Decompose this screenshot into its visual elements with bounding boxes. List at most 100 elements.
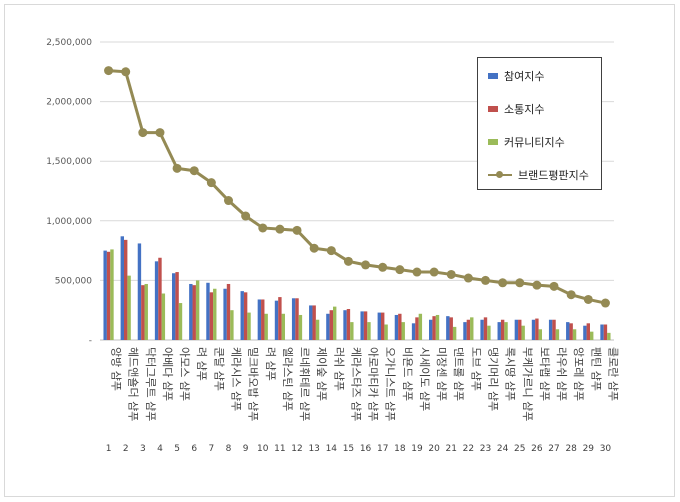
x-category-label: 엘라스틴 샴푸 (281, 347, 294, 411)
x-rank-label: 26 (531, 444, 543, 454)
participation-bar (154, 261, 159, 340)
brand-line-point (241, 211, 251, 221)
y-tick-label: 500,000 (55, 276, 92, 286)
community-bar (572, 329, 577, 340)
participation-bar (343, 310, 347, 340)
brand-line-point (515, 278, 525, 288)
x-category-label: 보타랩 샴푸 (538, 347, 551, 401)
communication-bar (483, 317, 488, 340)
community-bar (333, 306, 337, 340)
x-rank-label: 1 (106, 444, 112, 454)
community-bar (110, 249, 114, 340)
x-category-label: 록시땅 샴푸 (504, 347, 517, 401)
communication-bar (432, 316, 436, 340)
x-rank-label: 19 (411, 444, 423, 454)
y-tick-label: 2,500,000 (46, 38, 92, 48)
x-category-label: 헤드앤숄더 샴푸 (127, 347, 140, 421)
community-bar (470, 317, 474, 340)
x-category-label: 시세이도 샴푸 (418, 347, 431, 411)
x-category-label: 아모스 샴푸 (178, 347, 191, 401)
communication-bar (346, 309, 351, 340)
x-rank-label: 23 (480, 444, 491, 454)
participation-bar (411, 323, 416, 340)
communication-bar (158, 257, 162, 340)
x-rank-label: 21 (446, 444, 457, 454)
community-bar (452, 326, 457, 340)
brand-line-point (583, 294, 593, 304)
brand-line-point (275, 224, 285, 234)
participation-bar (463, 322, 467, 340)
brand-line-point (206, 178, 216, 188)
x-category-label: 케라시스 샴푸 (230, 347, 243, 411)
brand-line-point (361, 260, 371, 270)
community-bar (435, 314, 440, 340)
communication-bar (586, 323, 590, 340)
communication-bar (261, 299, 265, 340)
participation-bar (223, 288, 227, 340)
communication-bar (398, 313, 402, 340)
x-rank-label: 10 (257, 444, 269, 454)
legend-label-communication: 소통지수 (504, 103, 545, 116)
brand-line-point (172, 163, 182, 173)
legend-label-community: 커뮤니티지수 (504, 136, 565, 149)
participation-bar (189, 283, 193, 340)
brand-line-point (224, 196, 233, 206)
communication-bar (278, 297, 282, 340)
brand-line-point (292, 225, 302, 235)
communication-bar (381, 312, 385, 340)
participation-bar (514, 319, 519, 340)
participation-bar (360, 311, 364, 340)
legend-item-communication: 소통지수 (488, 101, 544, 117)
community-bar (315, 319, 320, 340)
chart-frame (4, 4, 675, 497)
community-bar (213, 288, 217, 340)
communication-bar (569, 323, 573, 340)
community-bar (127, 275, 131, 340)
participation-bar (326, 313, 330, 340)
x-category-label: 닥터그루트 샴푸 (144, 347, 157, 421)
x-category-label: 아로마티카 샴푸 (367, 347, 380, 421)
brand-line-point (121, 67, 131, 77)
communication-bar (535, 318, 539, 340)
x-category-label: 쿤달 샴푸 (212, 347, 225, 391)
participation-bar (103, 250, 107, 340)
brand-line-point (155, 128, 165, 138)
x-rank-label: 11 (274, 444, 285, 454)
x-category-label: 클로란 샴푸 (606, 347, 619, 401)
x-category-label: 미장센 샴푸 (435, 347, 448, 401)
community-bar (607, 332, 611, 340)
chart-legend: 참여지수 소통지수 커뮤니티지수 브랜드평판지수 (477, 57, 602, 190)
x-category-label: 앙방 샴푸 (110, 347, 123, 391)
x-rank-label: 27 (548, 444, 559, 454)
brand-line-point (566, 290, 576, 300)
participation-bar (377, 312, 381, 340)
participation-bar (394, 314, 399, 340)
x-category-label: 밀크바오밥 샴푸 (247, 347, 260, 421)
brand-line-point (498, 278, 508, 288)
participation-bar (240, 291, 244, 340)
brand-line-point (104, 66, 114, 76)
x-rank-label: 20 (428, 444, 440, 454)
brand-line-point (395, 265, 405, 275)
community-bar (538, 329, 542, 340)
x-rank-label: 3 (140, 444, 146, 454)
communication-bar (449, 317, 453, 340)
y-tick-label: 1,500,000 (46, 157, 92, 167)
participation-bar (172, 273, 176, 340)
participation-bar (137, 243, 142, 340)
brand-line-point (600, 298, 610, 308)
communication-bar (363, 311, 368, 340)
participation-bar (480, 319, 484, 340)
brand-line-point (189, 166, 199, 176)
x-category-label: 댕기머리 샴푸 (487, 347, 500, 411)
community-bar (195, 280, 200, 340)
communication-bar (415, 317, 419, 340)
community-bar (555, 329, 560, 340)
participation-bar (531, 319, 536, 340)
communication-bar (175, 272, 179, 340)
x-category-label: 라우쉬 샴푸 (555, 347, 568, 401)
communication-bar (141, 285, 145, 340)
x-category-label: 비욘드 샴푸 (401, 347, 414, 401)
x-rank-label: 16 (360, 444, 372, 454)
y-tick-label: - (89, 336, 92, 346)
